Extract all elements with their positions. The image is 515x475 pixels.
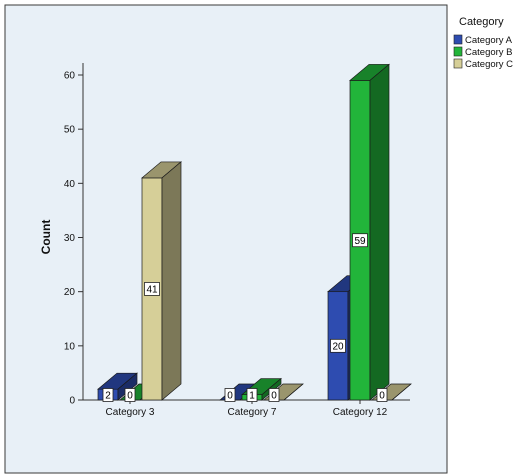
legend-swatch — [453, 46, 463, 57]
data-label-box — [124, 388, 136, 402]
data-label: 0 — [227, 391, 233, 402]
y-tick-label: 40 — [64, 179, 76, 190]
data-label: 0 — [127, 391, 133, 402]
data-label: 1 — [249, 391, 255, 402]
x-tick-label: Category 3 — [106, 407, 155, 418]
data-label-box — [144, 282, 160, 296]
y-tick-label: 60 — [64, 71, 76, 82]
x-tick-label: Category 7 — [228, 407, 277, 418]
data-label-box — [376, 388, 388, 402]
data-label-box — [330, 338, 346, 353]
data-label-box — [102, 388, 114, 402]
bar-side — [161, 161, 182, 401]
legend-label: Category C — [465, 59, 513, 70]
data-label: 0 — [271, 391, 277, 402]
bar-side — [283, 383, 304, 401]
y-tick-label: 30 — [64, 233, 76, 244]
legend-title: Category — [459, 16, 504, 28]
bar — [349, 63, 390, 401]
y-tick-label: 20 — [64, 287, 76, 298]
bar-side — [117, 372, 138, 401]
data-label: 41 — [146, 285, 158, 296]
data-label-box — [352, 233, 368, 248]
legend-swatch — [453, 34, 463, 45]
bar-side — [369, 63, 390, 401]
y-axis-title: Count — [39, 220, 53, 255]
legend-label: Category B — [465, 47, 513, 58]
bar-side — [391, 383, 412, 401]
y-tick-label: 50 — [64, 125, 76, 136]
data-label: 2 — [105, 391, 111, 402]
legend-label: Category A — [465, 35, 513, 46]
y-tick-label: 10 — [64, 341, 76, 352]
legend-swatch — [453, 58, 463, 69]
x-tick-label: Category 12 — [333, 407, 388, 418]
data-label-box — [268, 388, 280, 402]
data-label-box — [246, 388, 258, 402]
data-label: 20 — [332, 341, 344, 352]
bar — [141, 161, 182, 401]
data-label: 59 — [354, 236, 366, 247]
data-label-box — [224, 388, 236, 402]
y-tick-label: 0 — [69, 396, 75, 407]
data-label: 0 — [379, 391, 385, 402]
